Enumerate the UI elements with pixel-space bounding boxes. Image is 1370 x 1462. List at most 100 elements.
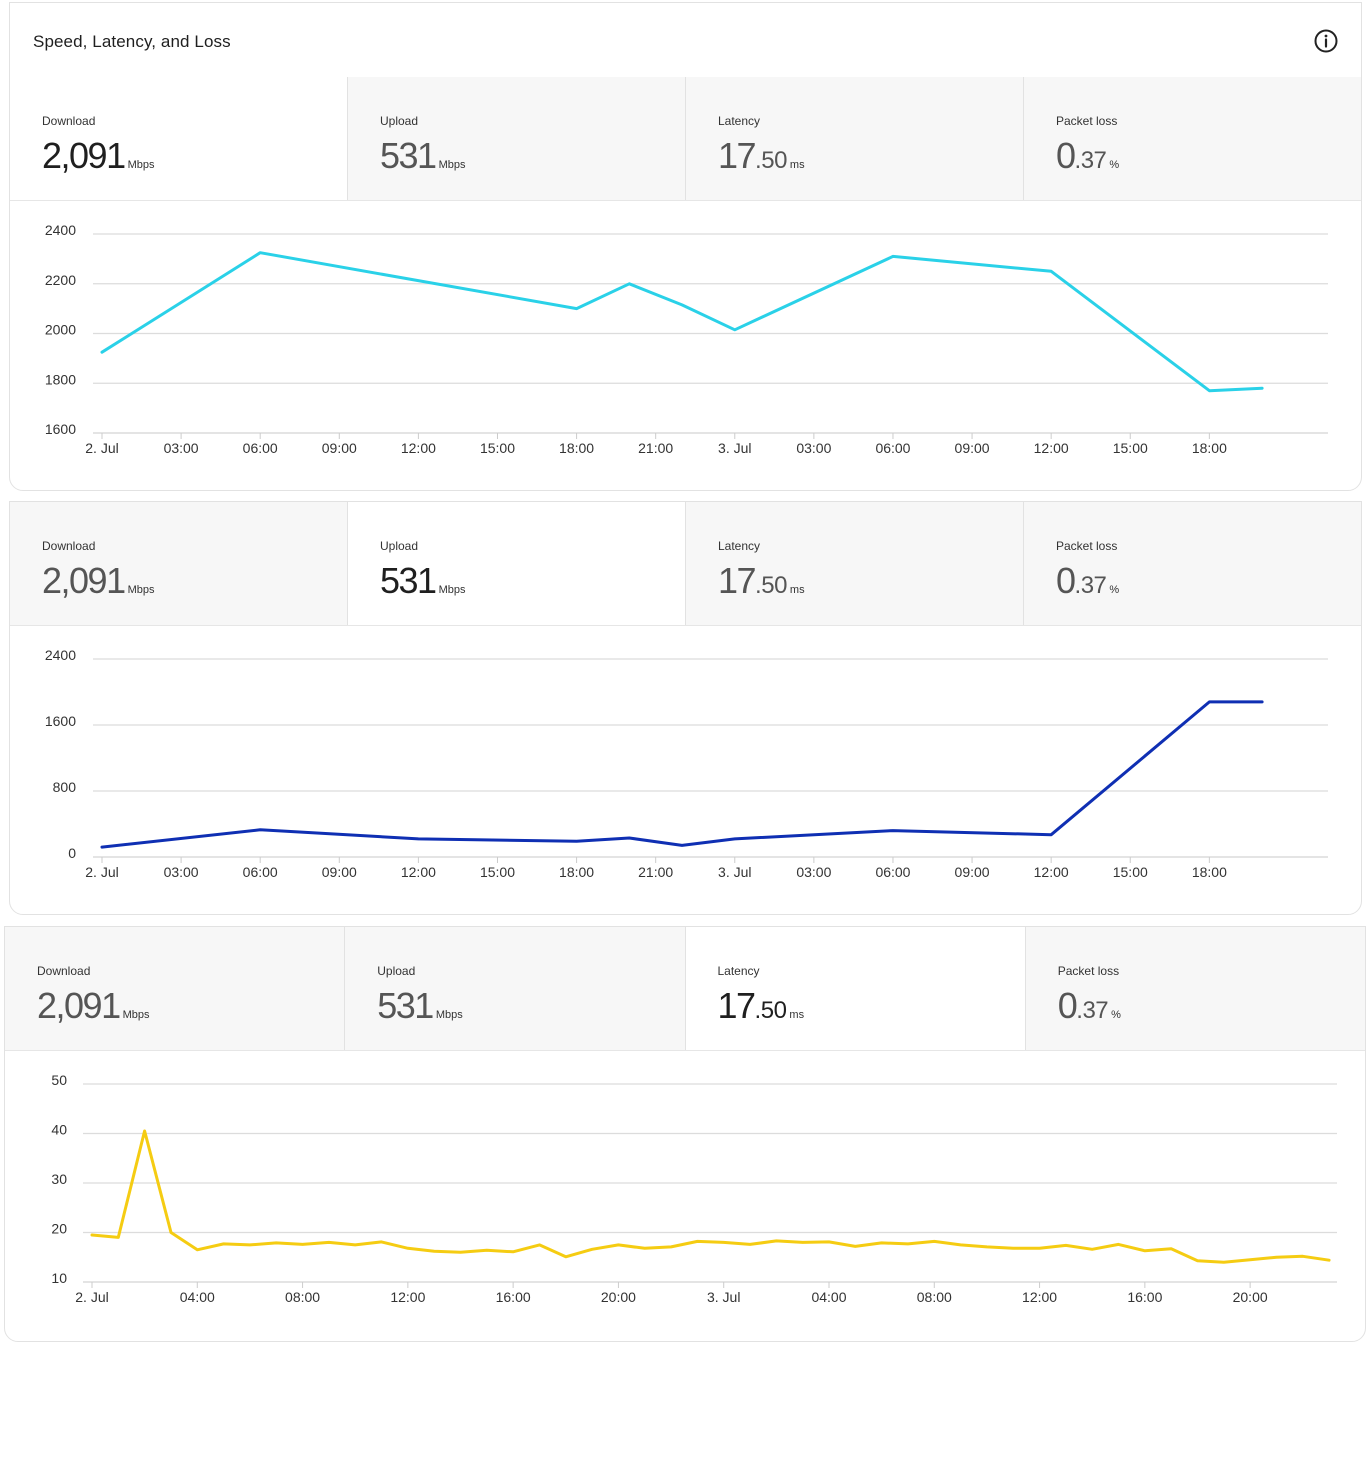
stat-value: 531 Mbps [377, 985, 462, 1027]
stat-label: Packet loss [1056, 539, 1118, 553]
y-tick-label: 1800 [45, 371, 76, 387]
x-tick-label: 15:00 [480, 864, 515, 880]
stat-unit: Mbps [127, 584, 155, 596]
stat-label: Upload [377, 964, 416, 978]
x-tick-label: 04:00 [180, 1289, 215, 1305]
stat-value: 17.50 ms [718, 135, 805, 177]
x-tick-label: 08:00 [917, 1289, 952, 1305]
y-tick-label: 30 [51, 1171, 67, 1187]
y-tick-label: 50 [51, 1072, 67, 1088]
y-tick-label: 2400 [45, 222, 76, 238]
stat-tile-latency[interactable]: Latency 17.50 ms [686, 77, 1024, 200]
x-tick-label: 12:00 [1022, 1289, 1057, 1305]
x-tick-label: 06:00 [243, 864, 278, 880]
stat-tile-download[interactable]: Download 2,091 Mbps [10, 77, 348, 200]
stat-value-decimal: .50 [754, 997, 787, 1024]
stat-value: 0.37% [1058, 985, 1121, 1027]
y-tick-label: 2000 [45, 322, 76, 338]
latency-chart: 50 40 30 20 10 2. Jul 04:00 08:00 12:00 16:00 20:0… [51, 1072, 1337, 1305]
y-tick-label: 20 [51, 1221, 67, 1237]
stat-value-integer: 0 [1057, 985, 1078, 1026]
upload-chart: 2400 1600 800 0 2. Jul 03:00 06:00 09:00 12:00 15… [45, 647, 1328, 880]
stat-value-decimal: .37 [1074, 572, 1107, 599]
x-tick-label: 21:00 [638, 440, 673, 456]
x-tick-label: 16:00 [1127, 1289, 1162, 1305]
stat-label: Packet loss [1056, 114, 1118, 128]
y-tick-label: 40 [51, 1122, 67, 1138]
x-tick-label: 3. Jul [718, 864, 751, 880]
stat-value-integer: 531 [377, 985, 434, 1026]
stat-value-integer: 17 [718, 135, 757, 176]
stat-value-integer: 0 [1056, 135, 1076, 176]
x-tick-label: 12:00 [1034, 864, 1069, 880]
x-tick-label: 09:00 [955, 440, 990, 456]
x-tick-label: 03:00 [796, 440, 831, 456]
x-tick-label: 06:00 [875, 440, 910, 456]
stat-unit: Mbps [438, 159, 466, 171]
stat-unit: % [1109, 584, 1120, 596]
stat-unit: Mbps [127, 159, 155, 171]
x-tick-label: 20:00 [601, 1289, 636, 1305]
stat-value-integer: 17 [718, 560, 757, 601]
stat-unit: ms [789, 159, 805, 171]
stat-tile-download[interactable]: Download 2,091 Mbps [5, 927, 346, 1050]
y-tick-label: 0 [68, 845, 76, 861]
stat-label: Latency [718, 539, 761, 553]
info-icon[interactable] [1314, 29, 1338, 53]
series-line [90, 1129, 1331, 1264]
x-tick-label: 18:00 [1192, 440, 1227, 456]
y-tick-label: 1600 [45, 713, 76, 729]
x-tick-label: 06:00 [875, 864, 910, 880]
x-tick-label: 12:00 [401, 864, 436, 880]
download-chart: 2400 2200 2000 1800 1600 2. Jul 03:00 06:00 09:0… [45, 222, 1328, 456]
x-tick-label: 21:00 [638, 864, 673, 880]
stat-unit: Mbps [122, 1009, 150, 1021]
stat-value: 531 Mbps [380, 560, 465, 602]
x-tick-label: 12:00 [390, 1289, 425, 1305]
stat-label: Latency [717, 964, 760, 978]
x-tick-label: 18:00 [559, 440, 594, 456]
stat-tile-upload[interactable]: Upload 531 Mbps [348, 502, 686, 625]
x-tick-label: 06:00 [243, 440, 278, 456]
stat-value: 2,091 Mbps [37, 985, 150, 1027]
stat-label: Latency [718, 114, 761, 128]
x-tick-label: 09:00 [322, 864, 357, 880]
speed-latency-loss-card: Speed, Latency, and Loss Download 2,091 Mb… [9, 2, 1362, 491]
stat-tile-packet-loss[interactable]: Packet loss 0.37% [1025, 927, 1365, 1050]
stat-value: 17.50 ms [718, 985, 805, 1027]
x-tick-label: 15:00 [1113, 440, 1148, 456]
stats-row: Download 2,091 Mbps Upload 531 Mbps Latency 17.… [5, 927, 1365, 1051]
stat-label: Upload [380, 539, 419, 553]
stat-label: Upload [380, 114, 419, 128]
y-tick-label: 800 [53, 779, 77, 795]
upload-panel: Download 2,091 Mbps Upload 531 Mbps Latency 17.… [9, 501, 1362, 915]
x-tick-label: 18:00 [559, 864, 594, 880]
x-tick-label: 16:00 [496, 1289, 531, 1305]
series-line [100, 251, 1264, 393]
stat-tile-latency[interactable]: Latency 17.50 ms [685, 927, 1026, 1050]
x-tick-label: 2. Jul [85, 864, 118, 880]
stats-row: Download 2,091 Mbps Upload 531 Mbps Latency 17.… [10, 502, 1361, 626]
x-tick-label: 03:00 [164, 440, 199, 456]
stat-value-integer: 531 [380, 560, 437, 601]
stat-tile-upload[interactable]: Upload 531 Mbps [348, 77, 686, 200]
stat-tile-packet-loss[interactable]: Packet loss 0.37% [1024, 77, 1361, 200]
series-line [100, 700, 1264, 849]
stat-tile-packet-loss[interactable]: Packet loss 0.37% [1024, 502, 1361, 625]
stat-label: Packet loss [1057, 964, 1120, 978]
stat-value: 17.50 ms [718, 560, 805, 602]
stat-unit: ms [789, 1009, 805, 1021]
stat-value-decimal: .50 [755, 147, 787, 174]
stat-tile-latency[interactable]: Latency 17.50 ms [686, 502, 1024, 625]
x-tick-label: 15:00 [480, 440, 515, 456]
y-tick-label: 2200 [45, 272, 76, 288]
stat-tile-download[interactable]: Download 2,091 Mbps [10, 502, 348, 625]
stat-tile-upload[interactable]: Upload 531 Mbps [345, 927, 686, 1050]
y-tick-label: 2400 [45, 647, 76, 663]
x-tick-label: 04:00 [811, 1289, 846, 1305]
stat-value-integer: 2,091 [37, 985, 121, 1026]
stat-label: Download [42, 539, 96, 553]
stat-label: Download [42, 114, 96, 128]
stat-value-decimal: .37 [1076, 997, 1109, 1024]
stats-row: Download 2,091 Mbps Upload 531 Mbps Latency 17.… [10, 77, 1361, 201]
